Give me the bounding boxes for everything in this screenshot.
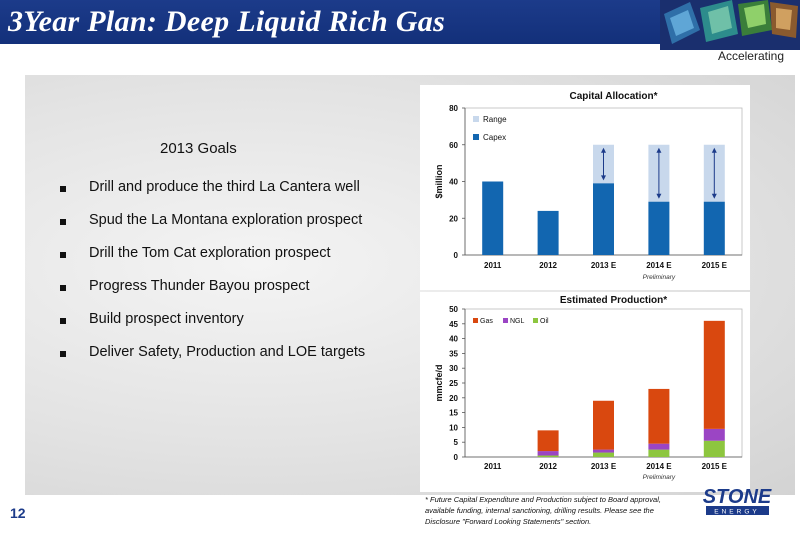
x-tick-label: 2012 — [539, 261, 557, 270]
y-tick-label: 15 — [449, 409, 458, 418]
preliminary-note: Preliminary — [643, 474, 676, 481]
oil-bar — [537, 455, 559, 457]
goal-text: Drill and produce the third La Cantera w… — [89, 179, 360, 195]
y-tick-label: 60 — [449, 141, 458, 150]
x-tick-label: 2011 — [484, 462, 502, 471]
bullet-icon — [60, 351, 66, 357]
capital-allocation-chart: Capital Allocation* 0 20 40 60 80 $million 2011… — [420, 85, 750, 290]
y-tick-label: 5 — [454, 438, 459, 447]
y-tick-label: 80 — [449, 104, 458, 113]
ngl-bar — [648, 443, 670, 450]
arrow-down-icon — [656, 193, 662, 199]
legend-gas-label: Gas — [480, 318, 493, 325]
chart-title: Estimated Production* — [560, 295, 667, 306]
x-tick-label: 2014 E — [646, 261, 672, 270]
y-tick-label: 35 — [449, 349, 458, 358]
bullet-icon — [60, 318, 66, 324]
capex-bar — [482, 181, 504, 255]
legend-ngl-label: NGL — [510, 318, 525, 325]
capex-bar — [593, 183, 614, 255]
legend-range-label: Range — [483, 115, 507, 124]
y-tick-label: 50 — [449, 305, 458, 314]
oil-bar — [703, 440, 725, 457]
legend-ngl-swatch — [503, 318, 508, 323]
footnote: * Future Capital Expenditure and Product… — [425, 494, 695, 527]
ngl-bar — [703, 428, 725, 441]
y-tick-label: 20 — [449, 214, 458, 223]
y-tick-label: 30 — [449, 364, 458, 373]
x-tick-label: 2013 E — [591, 462, 617, 471]
legend-gas-swatch — [473, 318, 478, 323]
footnote-line: available funding, internal sanctioning,… — [425, 506, 654, 515]
stone-energy-logo: STONE ENERGY — [703, 486, 772, 516]
x-tick-label: 2015 E — [702, 261, 728, 270]
chart-title: Capital Allocation* — [570, 91, 658, 102]
ngl-bar — [537, 451, 559, 456]
goal-text: Spud the La Montana exploration prospect — [89, 212, 363, 228]
bullet-icon — [60, 285, 66, 291]
estimated-production-chart: Estimated Production* 0 5 10 15 20 25 30 35 40 45 5… — [420, 292, 750, 492]
gas-bar — [593, 400, 614, 450]
gas-bar — [703, 320, 725, 429]
capex-bar — [703, 201, 725, 255]
x-tick-label: 2014 E — [646, 462, 672, 471]
page-number: 12 — [10, 505, 26, 521]
y-tick-label: 40 — [449, 178, 458, 187]
x-tick-label: 2012 — [539, 462, 557, 471]
oil-bar — [593, 452, 614, 457]
slide-title: 3Year Plan: Deep Liquid Rich Gas — [8, 5, 446, 38]
y-tick-label: 25 — [449, 379, 458, 388]
bullet-icon — [60, 252, 66, 258]
footnote-line: * Future Capital Expenditure and Product… — [425, 495, 661, 504]
oil-bar — [648, 449, 670, 457]
preliminary-note: Preliminary — [643, 274, 676, 281]
y-tick-label: 10 — [449, 423, 458, 432]
goal-text: Progress Thunder Bayou prospect — [89, 278, 310, 294]
bullet-icon — [60, 219, 66, 225]
legend-capex-label: Capex — [483, 133, 506, 142]
brand-name: STONE — [703, 486, 772, 508]
y-axis-label: $million — [434, 164, 444, 198]
arrow-up-icon — [711, 147, 717, 153]
arrow-up-icon — [601, 147, 606, 153]
brand-sub: ENERGY — [714, 509, 759, 516]
capex-bar — [648, 201, 670, 255]
legend-oil-swatch — [533, 318, 538, 323]
legend-range-swatch — [473, 116, 479, 122]
gas-bar — [537, 430, 559, 452]
arrow-down-icon — [711, 193, 717, 199]
gas-bar — [648, 388, 670, 444]
y-tick-label: 40 — [449, 335, 458, 344]
header-image-collage — [660, 0, 800, 50]
ngl-bar — [593, 449, 614, 453]
tagline: Accelerating — [717, 49, 784, 63]
y-tick-label: 20 — [449, 394, 458, 403]
x-tick-label: 2015 E — [702, 462, 728, 471]
y-tick-label: 45 — [449, 320, 458, 329]
goal-text: Drill the Tom Cat exploration prospect — [89, 245, 331, 261]
legend-oil-label: Oil — [540, 318, 549, 325]
y-tick-label: 0 — [454, 453, 459, 462]
legend-capex-swatch — [473, 134, 479, 140]
y-axis-label: mmcfe/d — [434, 364, 444, 401]
capex-bar — [537, 210, 559, 255]
bullet-icon — [60, 186, 66, 192]
goal-text: Build prospect inventory — [89, 311, 244, 327]
goal-text: Deliver Safety, Production and LOE targe… — [89, 344, 366, 360]
footnote-line: Disclosure "Forward Looking Statements" … — [425, 517, 592, 526]
x-tick-label: 2013 E — [591, 261, 617, 270]
goals-title: 2013 Goals — [160, 140, 237, 157]
x-tick-label: 2011 — [484, 261, 502, 270]
arrow-down-icon — [601, 175, 606, 181]
arrow-up-icon — [656, 147, 662, 153]
y-tick-label: 0 — [454, 251, 459, 260]
